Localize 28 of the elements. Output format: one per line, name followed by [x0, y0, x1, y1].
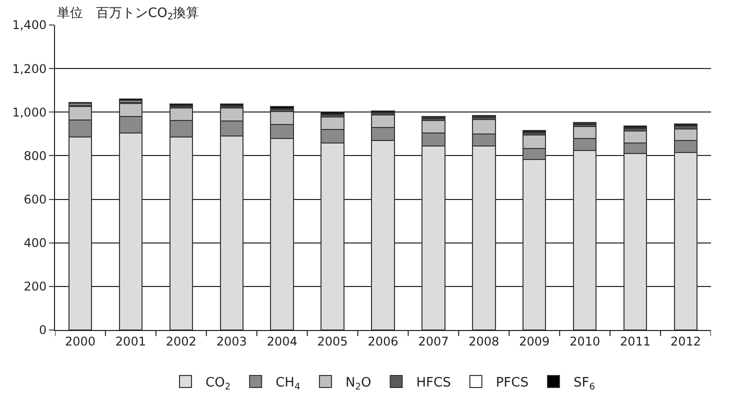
x-tick-label: 2007: [418, 334, 449, 348]
y-axis-title: 単位 百万トンCO$_{2}$換算: [57, 6, 200, 23]
legend-label: SF$_{6}$: [573, 376, 596, 392]
x-tick-label: 2011: [620, 334, 651, 348]
y-tick-label: 200: [24, 280, 47, 294]
x-tick-label: 2006: [368, 334, 398, 348]
legend-label: N$_{2}$O: [345, 376, 372, 392]
x-tick-label: 2004: [266, 334, 298, 348]
x-tick-label: 2010: [570, 334, 600, 348]
y-tick-label: 1,000: [12, 105, 47, 120]
x-tick-label: 2012: [670, 334, 702, 348]
y-tick-label: 1,200: [12, 62, 47, 76]
y-tick-label: 600: [24, 192, 47, 206]
legend-label: HFCS: [416, 376, 451, 391]
x-tick-label: 2000: [64, 334, 96, 348]
x-tick-label: 2002: [166, 334, 196, 348]
y-tick-label: 800: [24, 148, 47, 163]
y-tick-label: 1,400: [12, 18, 47, 32]
y-tick-label: 0: [38, 323, 47, 338]
x-tick-label: 2009: [519, 334, 550, 348]
x-tick-label: 2008: [468, 334, 500, 348]
y-tick-label: 400: [24, 236, 47, 250]
x-tick-label: 2005: [317, 334, 348, 348]
x-tick-label: 2003: [216, 334, 247, 348]
legend-label: CH$_{4}$: [276, 376, 300, 392]
x-tick-label: 2001: [115, 334, 146, 348]
legend-label: CO$_{2}$: [206, 376, 231, 392]
legend-label: PFCS: [496, 376, 528, 391]
